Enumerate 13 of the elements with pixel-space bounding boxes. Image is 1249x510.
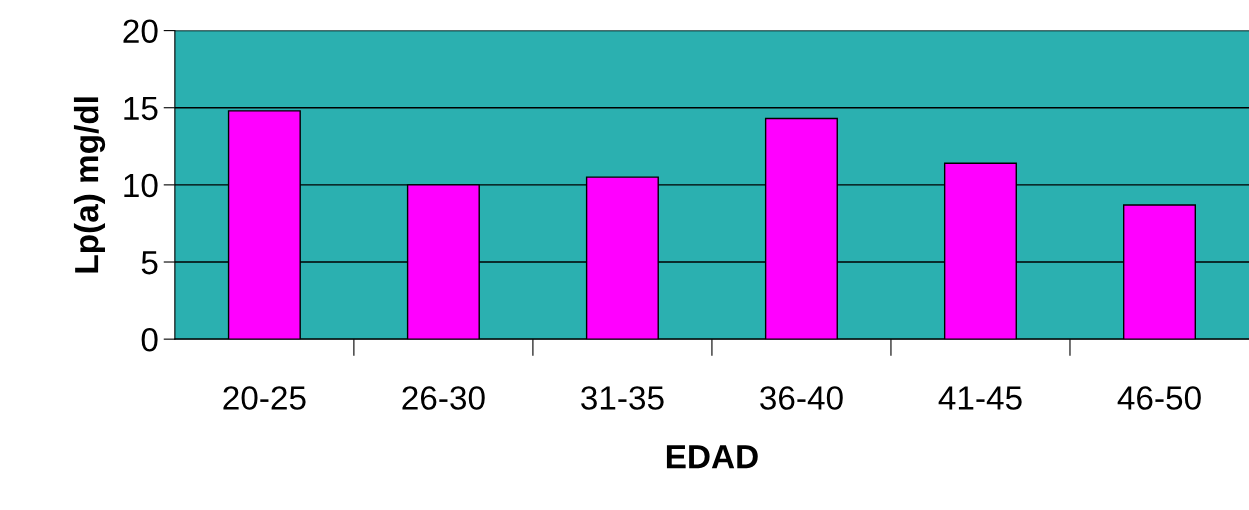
x-tick-label: 20-25 [223,386,306,410]
x-tick-label: 31-35 [581,386,664,410]
x-tick-label: 41-45 [938,386,1022,410]
y-tick-label: 0 [141,327,158,352]
y-axis-title: Lp(a) mg/dl [73,97,106,273]
y-tick-label: 5 [141,251,158,275]
y-tick-label: 15 [124,96,158,121]
x-tick-label: 26-30 [402,386,485,410]
x-tick-label: 36-40 [760,386,843,410]
y-tick-label: 10 [124,173,158,198]
x-tick-label: 46-50 [1117,386,1201,410]
y-tick-label: 20 [123,19,158,44]
x-axis-title: EDAD [666,445,758,469]
